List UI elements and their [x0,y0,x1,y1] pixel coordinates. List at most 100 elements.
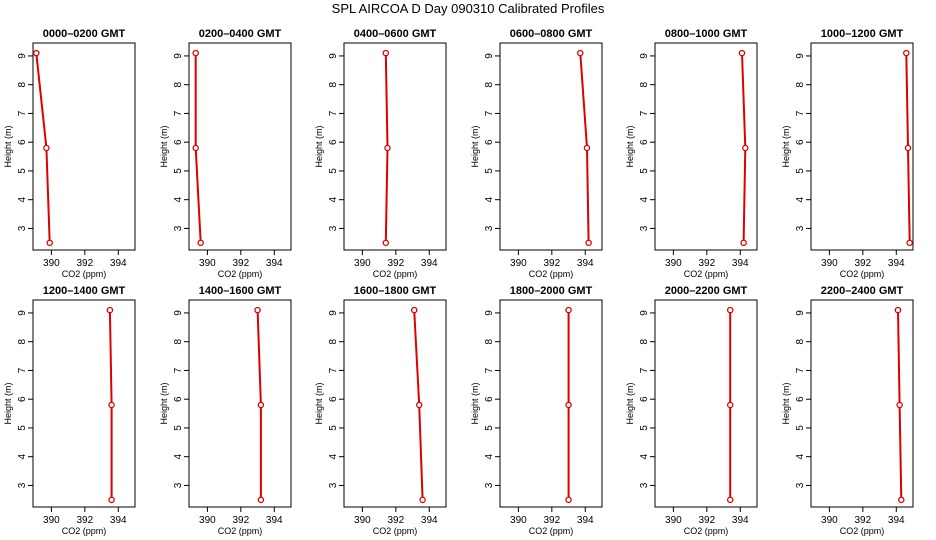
data-point [192,49,199,57]
x-tick-label: 392 [76,515,93,526]
data-point [585,239,592,247]
y-axis-label: Height (m) [625,125,635,167]
data-point [565,401,572,409]
y-tick-label: 6 [795,139,806,145]
data-point [384,144,391,152]
y-tick-label: 6 [795,396,806,402]
x-axis-label: CO2 (ppm) [529,269,574,279]
x-tick-label: 390 [510,515,527,526]
x-tick-label: 390 [199,258,216,269]
x-axis-label: CO2 (ppm) [62,526,107,536]
y-tick-label: 7 [639,367,650,373]
data-point [108,496,115,504]
y-tick-label: 4 [639,196,650,202]
plot-frame [499,299,603,508]
y-tick-label: 4 [484,453,495,459]
y-tick-label: 5 [328,425,339,431]
x-tick-label: 392 [232,258,249,269]
y-axis-label: Height (m) [159,125,169,167]
y-axis-label: Height (m) [781,125,791,167]
y-tick-label: 8 [328,338,339,344]
y-tick-label: 5 [17,425,28,431]
y-tick-label: 4 [17,196,28,202]
y-tick-label: 5 [17,168,28,174]
y-tick-label: 7 [484,367,495,373]
y-tick-label: 7 [173,110,184,116]
y-tick-label: 4 [328,453,339,459]
y-tick-label: 5 [795,425,806,431]
x-tick-label: 392 [387,258,404,269]
data-point [415,401,423,409]
x-tick-label: 390 [821,515,838,526]
y-axis-label: Height (m) [3,125,13,167]
x-axis-label: CO2 (ppm) [684,526,729,536]
data-point [726,401,734,409]
data-point [903,49,910,57]
y-tick-label: 8 [484,338,495,344]
x-tick-label: 394 [421,515,438,526]
data-point [257,401,265,409]
y-tick-label: 3 [484,225,495,231]
x-tick-label: 394 [421,258,438,269]
plot-frame [32,42,136,251]
data-point [894,306,902,314]
data-point [419,496,426,504]
y-tick-label: 9 [328,53,339,59]
y-tick-label: 9 [639,310,650,316]
y-tick-label: 4 [17,453,28,459]
y-tick-label: 4 [795,453,806,459]
y-tick-label: 9 [173,310,184,316]
x-axis-label: CO2 (ppm) [373,526,418,536]
y-axis-label: Height (m) [470,382,480,424]
y-tick-label: 7 [328,110,339,116]
y-tick-label: 8 [639,81,650,87]
data-point [106,306,114,314]
y-tick-label: 3 [484,482,495,488]
plot-frame [188,42,292,251]
y-tick-label: 6 [328,139,339,145]
y-tick-label: 7 [639,110,650,116]
y-tick-label: 3 [795,482,806,488]
data-point [257,496,265,504]
x-tick-label: 390 [43,515,60,526]
data-point [898,496,905,504]
data-point [726,496,734,504]
y-tick-label: 8 [173,338,184,344]
y-tick-label: 5 [328,168,339,174]
data-point [197,239,204,247]
y-tick-label: 9 [17,310,28,316]
x-axis-label: CO2 (ppm) [218,269,263,279]
y-tick-label: 7 [173,367,184,373]
y-tick-label: 6 [484,139,495,145]
y-axis-label: Height (m) [470,125,480,167]
y-tick-label: 4 [484,196,495,202]
panel-title: 0800–1000 GMT [665,28,748,40]
plot-frame [188,299,292,508]
x-tick-label: 392 [698,515,715,526]
data-point [192,144,199,152]
x-axis-label: CO2 (ppm) [62,269,107,279]
data-point [565,496,572,504]
y-tick-label: 7 [328,367,339,373]
x-tick-label: 390 [43,258,60,269]
panel-title: 0200–0400 GMT [199,28,282,40]
x-tick-label: 394 [110,515,127,526]
panel-title: 1800–2000 GMT [510,285,593,297]
y-tick-label: 6 [173,396,184,402]
y-tick-label: 3 [173,482,184,488]
x-tick-label: 394 [888,258,905,269]
chart-title: SPL AIRCOA D Day 090310 Calibrated Profi… [332,1,605,16]
y-tick-label: 5 [173,425,184,431]
plot-frame [810,299,914,508]
y-tick-label: 6 [17,139,28,145]
y-tick-label: 9 [484,310,495,316]
y-tick-label: 6 [484,396,495,402]
y-tick-label: 6 [639,396,650,402]
y-tick-label: 5 [639,425,650,431]
panel-title: 0400–0600 GMT [354,28,437,40]
